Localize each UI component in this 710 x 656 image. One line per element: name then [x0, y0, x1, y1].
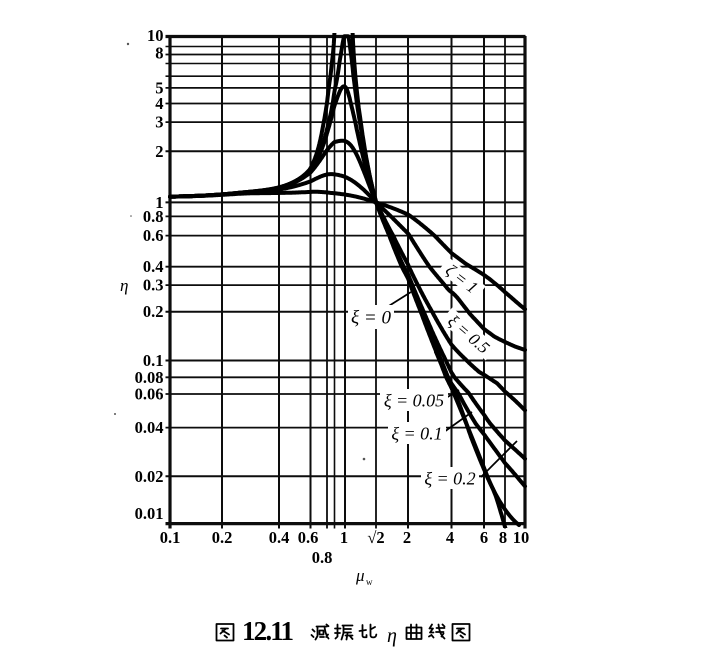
svg-text:12.11: 12.11	[242, 616, 294, 646]
svg-text:0.6: 0.6	[298, 528, 319, 547]
svg-text:4: 4	[446, 528, 454, 547]
svg-text:0.01: 0.01	[135, 504, 164, 523]
svg-text:0.8: 0.8	[143, 207, 164, 226]
svg-text:0.3: 0.3	[143, 276, 164, 295]
svg-text:1: 1	[155, 193, 163, 212]
svg-text:10: 10	[147, 26, 164, 45]
svg-text:3: 3	[155, 113, 163, 132]
svg-text:μ: μ	[355, 566, 365, 585]
svg-text:0.02: 0.02	[135, 467, 164, 486]
svg-text:0.04: 0.04	[135, 418, 164, 437]
svg-text:ξ = 0.2: ξ = 0.2	[424, 468, 475, 488]
svg-text:6: 6	[480, 528, 488, 547]
svg-text:w: w	[366, 577, 373, 587]
svg-text:η: η	[387, 625, 397, 647]
svg-text:2: 2	[155, 142, 163, 161]
svg-text:10: 10	[513, 528, 530, 547]
svg-text:√2: √2	[367, 528, 384, 547]
svg-text:4: 4	[155, 94, 163, 113]
svg-text:0.8: 0.8	[312, 548, 333, 567]
svg-text:0.2: 0.2	[212, 528, 233, 547]
svg-text:0.1: 0.1	[143, 351, 164, 370]
svg-text:8: 8	[155, 44, 163, 63]
svg-text:ξ = 0: ξ = 0	[351, 308, 391, 329]
svg-text:ξ = 0.1: ξ = 0.1	[391, 423, 442, 443]
svg-text:ξ = 0.05: ξ = 0.05	[384, 390, 444, 410]
svg-text:5: 5	[155, 78, 163, 97]
svg-text:0.6: 0.6	[143, 226, 164, 245]
svg-text:1: 1	[340, 528, 348, 547]
svg-text:0.06: 0.06	[135, 385, 164, 404]
svg-text:0.2: 0.2	[143, 302, 164, 321]
svg-text:8: 8	[499, 528, 507, 547]
svg-text:0.1: 0.1	[160, 528, 181, 547]
svg-text:0.08: 0.08	[135, 368, 164, 387]
svg-text:0.4: 0.4	[269, 528, 290, 547]
svg-text:η: η	[120, 276, 128, 295]
svg-text:2: 2	[403, 528, 411, 547]
svg-text:0.4: 0.4	[143, 257, 164, 276]
